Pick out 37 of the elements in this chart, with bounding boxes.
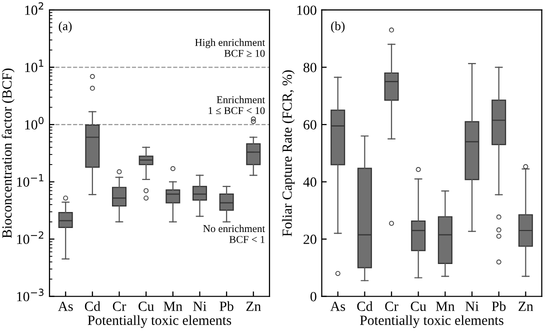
x-tick-label: Cu bbox=[410, 302, 426, 312]
y-tick-label: 10$^{−1}$ bbox=[17, 174, 44, 187]
y-tick-label: 10$^{−3}$ bbox=[17, 288, 44, 302]
x-axis-title: Potentially toxic elements bbox=[88, 315, 232, 328]
y-axis-title: Bioconcentration factor (BCF) bbox=[2, 68, 14, 238]
annotation: High enrichment BCF ≥ 10 bbox=[195, 38, 266, 57]
y-tick-label: 80 bbox=[304, 62, 316, 72]
annotation: Enrichment 1 ≤ BCF < 10 bbox=[208, 96, 266, 114]
y-tick-label: 10$^{1}$ bbox=[25, 60, 44, 72]
annotation: (b) bbox=[331, 21, 345, 33]
x-tick-label: Ni bbox=[193, 302, 206, 311]
x-tick-label: Zn bbox=[518, 302, 534, 311]
y-tick-label: 10$^{0}$ bbox=[25, 116, 44, 130]
x-tick-label: Pb bbox=[492, 301, 506, 312]
x-tick-label: Ni bbox=[465, 302, 479, 311]
x-axis-title: Potentially toxic elements bbox=[360, 315, 504, 328]
x-tick-label: As bbox=[330, 302, 346, 312]
y-tick-label: 0 bbox=[310, 292, 316, 302]
x-tick-label: As bbox=[58, 302, 73, 312]
x-tick-label: Pb bbox=[220, 301, 234, 312]
y-tick-label: 40 bbox=[303, 177, 316, 187]
y-tick-label: 100 bbox=[297, 6, 316, 15]
x-tick-label: Zn bbox=[246, 302, 261, 311]
x-tick-label: Cr bbox=[112, 302, 126, 312]
annotation: (a) bbox=[58, 21, 72, 33]
y-tick-label: 20 bbox=[304, 234, 316, 244]
y-tick-label: 10$^{−2}$ bbox=[17, 231, 44, 244]
annotation: No enrichment BCF < 1 bbox=[203, 224, 266, 243]
y-axis-title: Foliar Capture Rate (FCR, %) bbox=[282, 70, 295, 236]
x-tick-label: Mn bbox=[164, 302, 182, 311]
x-tick-label: Cr bbox=[385, 302, 398, 312]
x-tick-label: Cd bbox=[357, 301, 373, 312]
x-tick-label: Cu bbox=[138, 302, 154, 312]
y-tick-label: 60 bbox=[304, 120, 316, 130]
y-tick-label: 10$^{2}$ bbox=[25, 2, 44, 15]
x-tick-label: Mn bbox=[436, 302, 455, 311]
x-tick-label: Cd bbox=[84, 301, 100, 312]
